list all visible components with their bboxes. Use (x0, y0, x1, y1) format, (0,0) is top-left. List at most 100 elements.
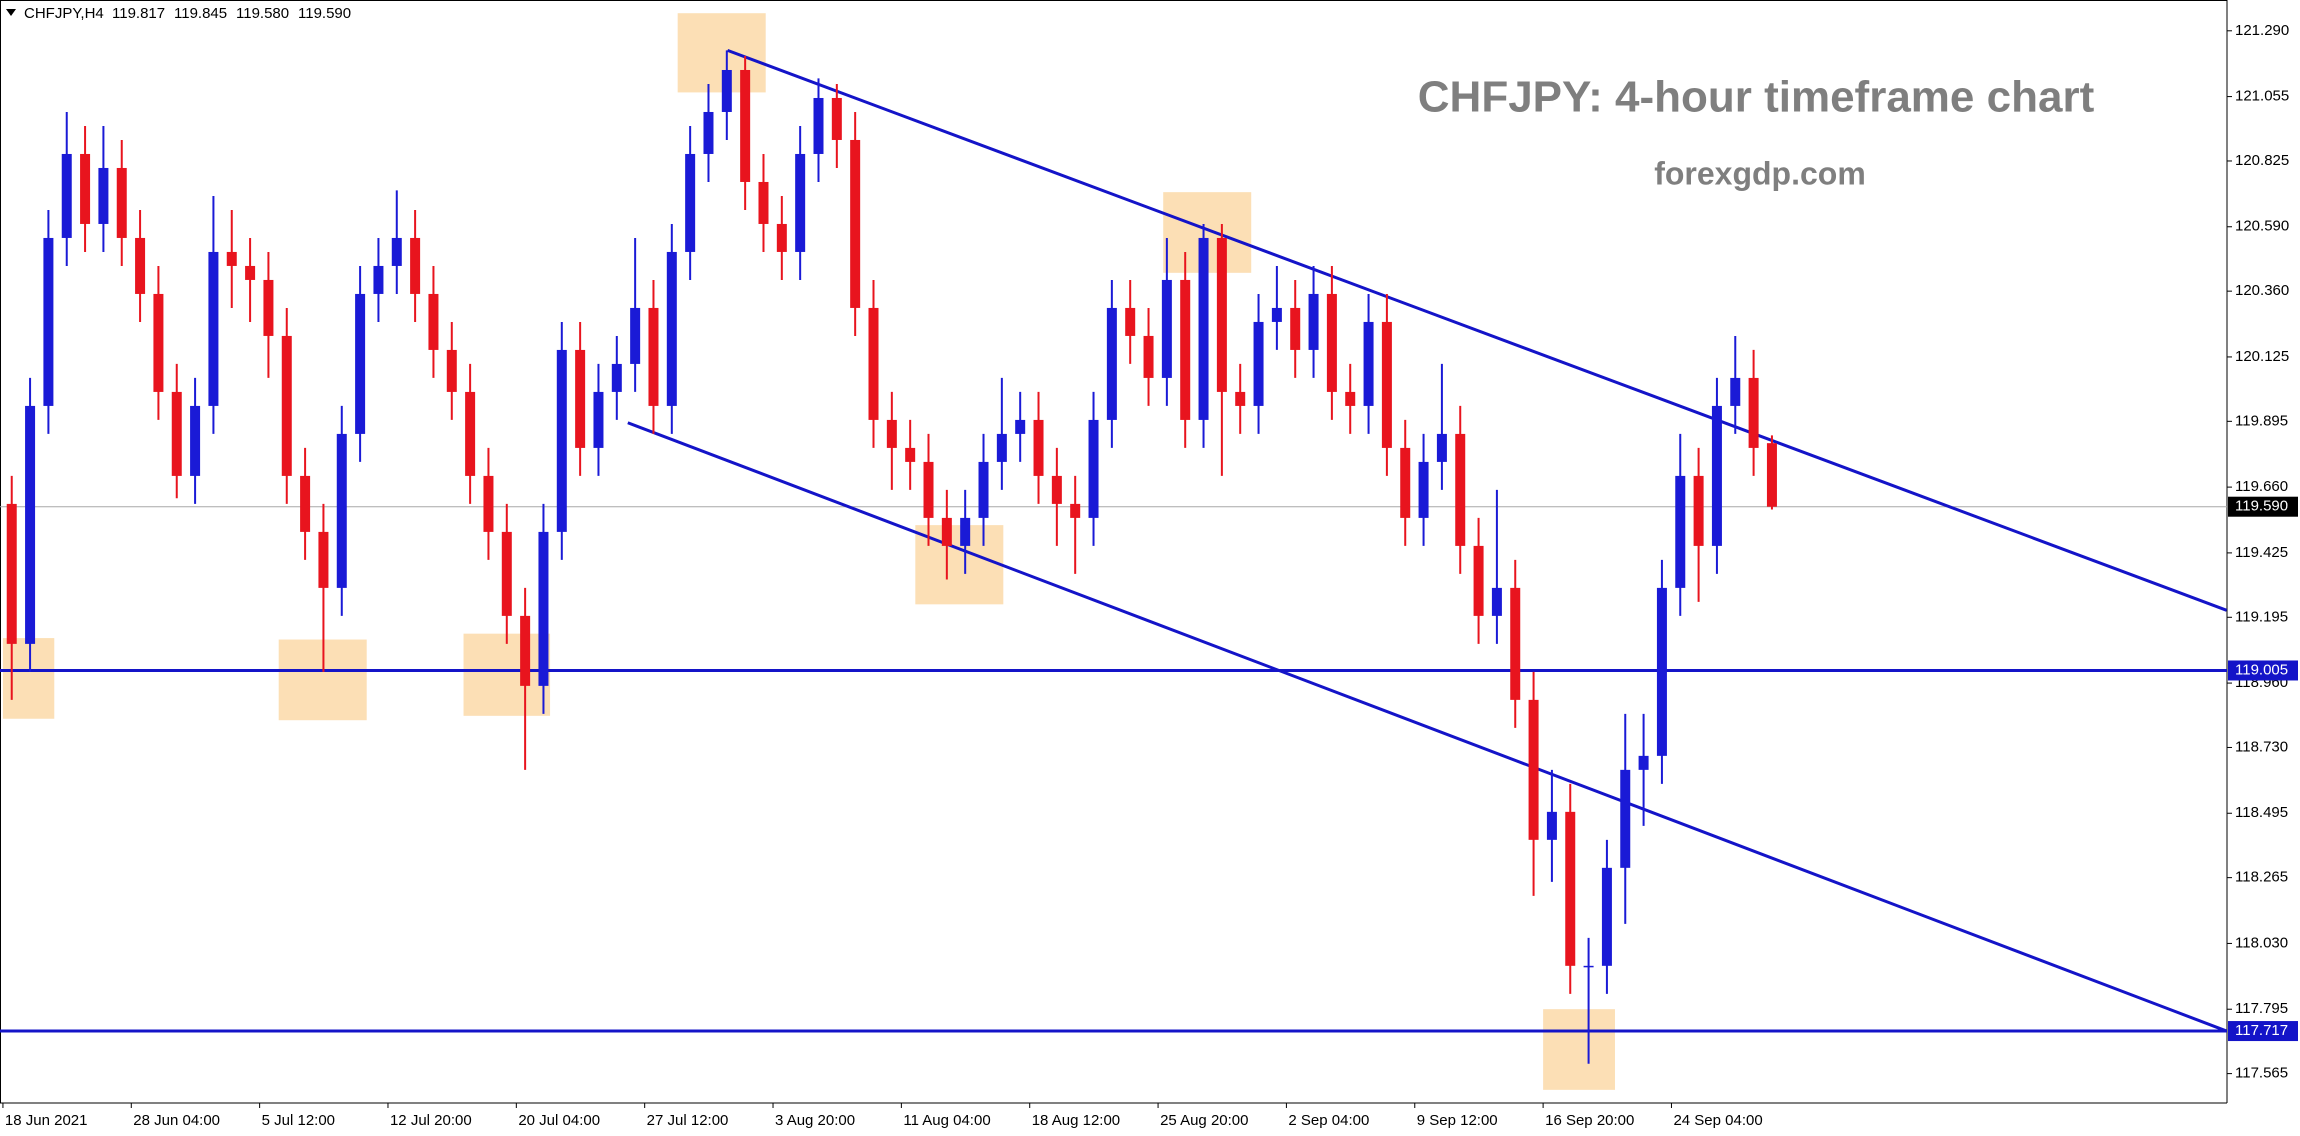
candle-body (740, 69, 751, 182)
candle-body (776, 223, 787, 252)
candle-body (171, 391, 182, 476)
candle-body (1143, 335, 1154, 378)
candle-body (1326, 293, 1337, 392)
candle-body (1088, 419, 1099, 518)
candle-body (1125, 307, 1136, 336)
candle-body (630, 307, 641, 364)
candle-body (1400, 447, 1411, 518)
candle-body (813, 97, 824, 154)
x-tick-label: 20 Jul 04:00 (518, 1112, 600, 1129)
candle-body (575, 349, 586, 448)
candle-body (446, 349, 457, 392)
candle-body (1638, 755, 1649, 770)
candle-body (703, 111, 714, 154)
candle-body (1748, 377, 1759, 448)
candle-body (868, 307, 879, 420)
candle-body (300, 475, 311, 532)
candle-body (1015, 419, 1026, 434)
candle-body (1381, 321, 1392, 448)
y-tick-label: 119.895 (2235, 412, 2288, 429)
candle-body (1345, 391, 1356, 406)
candle-body (1546, 811, 1557, 840)
candle-body (1510, 587, 1521, 700)
x-tick-label: 9 Sep 12:00 (1417, 1112, 1498, 1129)
candle-body (1216, 237, 1227, 392)
y-tick-label: 117.795 (2235, 1000, 2288, 1017)
candle-body (1033, 419, 1044, 476)
candle-body (116, 167, 127, 238)
candle-body (1711, 405, 1722, 546)
candle-body (593, 391, 604, 448)
candle-body (1675, 475, 1686, 588)
highlight-zone (677, 13, 766, 93)
candle-body (721, 69, 732, 112)
x-tick-label: 16 Sep 20:00 (1545, 1112, 1634, 1129)
chart-title: CHFJPY: 4-hour timeframe chart (1418, 73, 2095, 122)
candle-body (1455, 433, 1466, 546)
header-value: 119.580 (236, 5, 289, 22)
candle-body (685, 153, 696, 252)
y-tick-label: 120.360 (2235, 282, 2289, 299)
candle-body (1290, 307, 1301, 350)
candle-body (1491, 587, 1502, 616)
candle-body (98, 167, 109, 224)
candle-body (666, 251, 677, 406)
price-tag-label: 119.590 (2235, 498, 2288, 515)
candle-body (1583, 965, 1594, 968)
candle-body (1656, 587, 1667, 756)
y-tick-label: 120.825 (2235, 152, 2289, 169)
y-tick-label: 121.290 (2235, 22, 2289, 39)
x-tick-label: 18 Aug 12:00 (1032, 1112, 1120, 1129)
candle-body (941, 517, 952, 546)
y-tick-label: 118.265 (2235, 869, 2288, 886)
candle-body (190, 405, 201, 476)
price-tag-label: 119.005 (2235, 661, 2288, 678)
candle-body (245, 265, 256, 280)
candle-body (373, 265, 384, 294)
candle-body (831, 97, 842, 140)
price-tag (2228, 1021, 2298, 1042)
x-tick-label: 12 Jul 20:00 (390, 1112, 472, 1129)
x-tick-label: 25 Aug 20:00 (1160, 1112, 1248, 1129)
y-tick-label: 119.195 (2235, 608, 2288, 625)
x-tick-label: 5 Jul 12:00 (262, 1112, 335, 1129)
highlight-zone (2, 638, 55, 719)
candle-body (648, 307, 659, 406)
x-tick-label: 3 Aug 20:00 (775, 1112, 855, 1129)
candle-body (1363, 321, 1374, 406)
candle-body (978, 461, 989, 518)
y-tick-label: 118.030 (2235, 934, 2288, 951)
candle-body (1418, 461, 1429, 518)
y-tick-label: 120.125 (2235, 348, 2289, 365)
highlight-zone (1543, 1009, 1615, 1090)
candle-body (1565, 811, 1576, 966)
y-tick-label: 119.660 (2235, 478, 2288, 495)
candle-body (960, 517, 971, 546)
highlight-zone (463, 633, 551, 716)
y-tick-label: 120.590 (2235, 218, 2289, 235)
candle-body (758, 181, 769, 224)
candle-body (1693, 475, 1704, 546)
candle-body (905, 447, 916, 462)
x-tick-label: 24 Sep 04:00 (1673, 1112, 1762, 1129)
candle-body (25, 405, 36, 644)
header-value: 119.817 (112, 5, 165, 22)
candle-body (1253, 321, 1264, 406)
candle-body (1106, 307, 1117, 420)
price-tag-label: 117.717 (2235, 1022, 2288, 1039)
candle-body (483, 475, 494, 532)
candle-body (795, 153, 806, 252)
y-tick-label: 117.565 (2235, 1065, 2288, 1082)
candle-body (428, 293, 439, 350)
candle-body (996, 433, 1007, 462)
chart-subtitle: forexgdp.com (1654, 155, 1866, 191)
candle-body (1180, 279, 1191, 420)
x-tick-label: 11 Aug 04:00 (903, 1112, 990, 1129)
candle-body (1198, 237, 1209, 420)
candle-body (520, 615, 531, 686)
x-tick-label: 2 Sep 04:00 (1288, 1112, 1369, 1129)
candle-body (556, 349, 567, 532)
